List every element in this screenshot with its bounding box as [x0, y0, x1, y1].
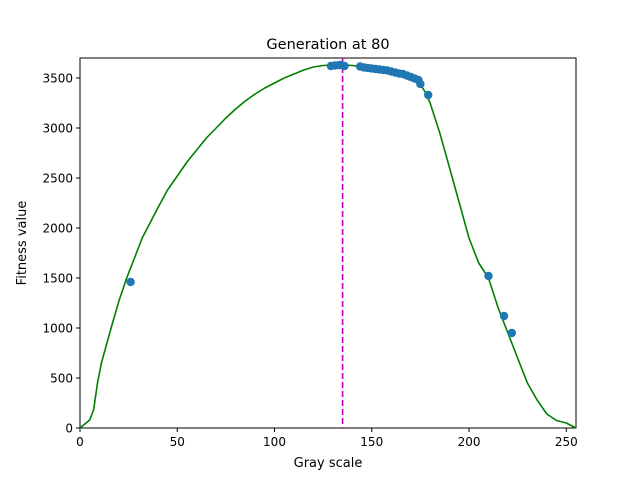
y-tick-label: 1500 — [42, 272, 73, 286]
population-point — [484, 271, 493, 281]
x-tick-label: 250 — [555, 435, 578, 449]
y-tick-label: 3500 — [42, 72, 73, 86]
x-tick-label: 100 — [263, 435, 286, 449]
x-tick-label: 150 — [360, 435, 383, 449]
x-tick-label: 200 — [458, 435, 481, 449]
y-tick-label: 1000 — [42, 322, 73, 336]
y-axis-ticks: 0 500 1000 1500 2000 2500 3000 3500 — [42, 72, 80, 436]
fitness-curve — [79, 64, 577, 429]
x-axis-label: Gray scale — [294, 456, 363, 471]
population-point — [340, 61, 349, 71]
y-tick-label: 2500 — [42, 172, 73, 186]
population-point — [126, 277, 135, 287]
y-axis-label: Fitness value — [15, 201, 30, 286]
y-tick-label: 3000 — [42, 122, 73, 136]
y-tick-label: 500 — [50, 372, 73, 386]
plot-area — [79, 57, 577, 429]
population-point — [424, 90, 433, 100]
y-tick-label: 2000 — [42, 222, 73, 236]
x-tick-label: 50 — [170, 435, 185, 449]
population-point — [499, 311, 509, 321]
population-point — [416, 79, 425, 89]
y-tick-label: 0 — [65, 422, 73, 436]
x-tick-label: 0 — [76, 435, 84, 449]
x-axis-ticks: 0 50 100 150 200 250 — [76, 428, 578, 449]
chart-title: Generation at 80 — [266, 37, 389, 53]
axes-frame — [79, 57, 577, 429]
population-point — [507, 328, 516, 338]
